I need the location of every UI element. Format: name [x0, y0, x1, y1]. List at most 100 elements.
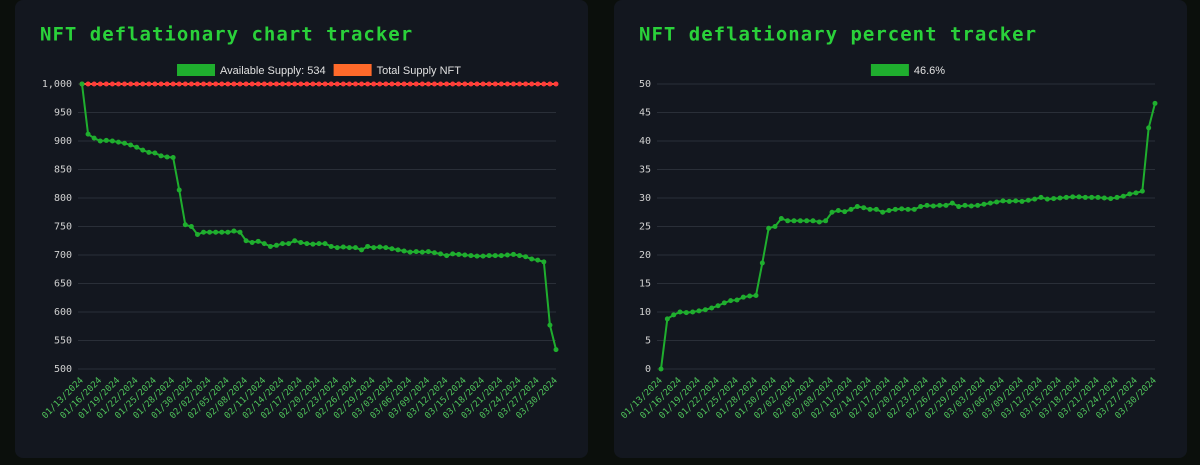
data-point — [176, 81, 182, 87]
data-point — [383, 245, 389, 251]
y-tick-label: 40 — [639, 136, 651, 147]
data-point — [103, 137, 109, 143]
data-point — [1044, 196, 1050, 202]
data-point — [359, 247, 365, 253]
data-point — [194, 81, 200, 87]
y-tick-label: 50 — [639, 79, 651, 90]
data-point — [1013, 198, 1019, 204]
data-point — [413, 81, 419, 87]
data-point — [213, 229, 219, 235]
data-point — [401, 248, 407, 254]
data-point — [1146, 125, 1152, 131]
data-point — [340, 244, 346, 250]
data-point — [1152, 100, 1158, 106]
y-tick-label: 45 — [639, 108, 651, 119]
data-point — [352, 245, 358, 251]
data-point — [462, 81, 468, 87]
data-point — [547, 81, 553, 87]
data-point — [994, 199, 1000, 205]
data-point — [134, 144, 140, 150]
panel — [614, 0, 1187, 458]
data-point — [861, 205, 867, 211]
legend-label: Total Supply NFT — [377, 65, 462, 77]
data-point — [377, 81, 383, 87]
data-point — [486, 81, 492, 87]
data-point — [924, 202, 930, 208]
data-point — [905, 206, 911, 212]
data-point — [456, 251, 462, 257]
data-point — [510, 251, 516, 257]
data-point — [1089, 194, 1095, 200]
data-point — [182, 222, 188, 228]
data-point — [152, 150, 158, 156]
data-point — [170, 81, 176, 87]
data-point — [85, 81, 91, 87]
data-point — [1051, 196, 1057, 202]
data-point — [1133, 190, 1139, 196]
data-point — [1076, 194, 1082, 200]
data-point — [188, 224, 194, 229]
data-point — [553, 81, 559, 87]
data-point — [261, 241, 267, 247]
data-point — [810, 218, 816, 224]
data-point — [747, 293, 753, 299]
data-point — [1139, 188, 1145, 194]
data-point — [273, 242, 279, 248]
data-point — [867, 206, 873, 212]
data-point — [140, 81, 146, 87]
data-point — [523, 254, 529, 260]
data-point — [109, 138, 115, 144]
data-point — [880, 209, 886, 215]
data-point — [791, 218, 797, 224]
data-point — [658, 366, 664, 372]
data-point — [450, 81, 456, 87]
data-point — [128, 81, 134, 87]
data-point — [987, 200, 993, 206]
data-point — [766, 225, 772, 231]
data-point — [486, 253, 492, 259]
data-point — [389, 246, 395, 252]
data-point — [225, 81, 231, 87]
chart-title: NFT deflationary chart tracker — [40, 24, 413, 46]
data-point — [365, 243, 371, 249]
data-point — [892, 206, 898, 212]
data-point — [1038, 194, 1044, 200]
data-point — [911, 206, 917, 212]
data-point — [134, 81, 140, 87]
data-point — [541, 259, 547, 265]
data-point — [346, 81, 352, 87]
data-point — [683, 310, 689, 316]
y-tick-label: 650 — [54, 279, 72, 290]
data-point — [816, 219, 822, 225]
data-point — [1063, 194, 1069, 200]
data-point — [249, 239, 255, 245]
data-point — [292, 238, 298, 244]
y-tick-label: 800 — [54, 193, 72, 204]
data-point — [1120, 193, 1126, 199]
data-point — [709, 305, 715, 311]
data-point — [255, 238, 261, 244]
data-point — [510, 81, 516, 87]
data-point — [664, 316, 670, 322]
data-point — [340, 81, 346, 87]
data-point — [468, 253, 474, 259]
data-point — [1000, 198, 1006, 204]
y-tick-label: 25 — [639, 222, 651, 233]
data-point — [219, 229, 225, 235]
data-point — [261, 81, 267, 87]
data-point — [523, 81, 529, 87]
chart-title: NFT deflationary percent tracker — [639, 24, 1037, 46]
data-point — [128, 142, 134, 148]
data-point — [702, 307, 708, 313]
y-tick-label: 550 — [54, 336, 72, 347]
data-point — [407, 249, 413, 255]
data-point — [1006, 198, 1012, 204]
data-point — [267, 81, 273, 87]
data-point — [1032, 196, 1038, 202]
data-point — [304, 81, 310, 87]
data-point — [1057, 195, 1063, 201]
data-point — [1019, 198, 1025, 204]
data-point — [194, 231, 200, 237]
data-point — [237, 81, 243, 87]
data-point — [690, 309, 696, 315]
